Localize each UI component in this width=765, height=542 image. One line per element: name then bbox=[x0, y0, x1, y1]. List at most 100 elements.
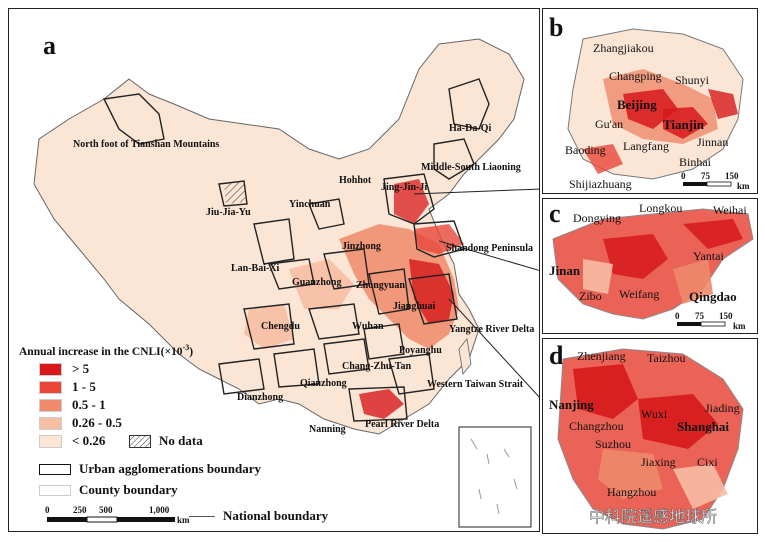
city-cixi: Cixi bbox=[697, 455, 718, 469]
legend-swatch-lt026 bbox=[39, 434, 62, 448]
city-zhenjiang: Zhenjiang bbox=[577, 349, 626, 363]
label-western-taiwan-strait: Western Taiwan Strait bbox=[427, 379, 524, 390]
legend-swatch-1-5 bbox=[39, 380, 62, 394]
panel-a: a bbox=[8, 8, 540, 532]
legend-class-lt026: < 0.26 bbox=[39, 433, 105, 449]
label-north-foot-tianshan: North foot of Tianshan Mountains bbox=[73, 139, 220, 150]
agglomeration-boundaries bbox=[102, 78, 490, 422]
label-chang-zhu-tan: Chang-Zhu-Tan bbox=[342, 361, 412, 372]
legend-swatch-026-05 bbox=[39, 416, 62, 430]
b-scale-0: 0 bbox=[681, 171, 686, 181]
city-dongying: Dongying bbox=[573, 211, 621, 225]
city-baoding: Baoding bbox=[565, 143, 606, 157]
label-guanzhong: Guanzhong bbox=[292, 277, 342, 288]
label-yinchuan: Yinchuan bbox=[289, 199, 331, 210]
city-changping: Changping bbox=[609, 69, 662, 83]
china-map bbox=[33, 38, 539, 528]
panel-d-letter: d bbox=[549, 341, 564, 370]
legend-class-1-5: 1 - 5 bbox=[39, 379, 96, 395]
city-jiading: Jiading bbox=[705, 401, 740, 415]
sichuan-cluster bbox=[244, 304, 294, 349]
label-chengdu: Chengdu bbox=[261, 321, 300, 332]
scale-tick-250: 250 bbox=[73, 505, 87, 515]
c-scale-75: 75 bbox=[695, 311, 704, 321]
label-yangtze-river-delta: Yangtze River Delta bbox=[449, 324, 535, 335]
scale-unit: km bbox=[177, 515, 190, 525]
city-jiaxing: Jiaxing bbox=[641, 455, 676, 469]
legend-urban-boundary: Urban agglomerations boundary bbox=[39, 461, 261, 477]
scale-tick-500: 500 bbox=[99, 505, 113, 515]
c-scale-unit: km bbox=[733, 321, 746, 331]
city-binhai: Binhai bbox=[679, 155, 711, 169]
city-yantai: Yantai bbox=[693, 249, 724, 263]
central-cluster bbox=[289, 259, 354, 309]
panel-c-letter: c bbox=[549, 199, 561, 228]
no-data-patch bbox=[224, 182, 245, 204]
city-shunyi: Shunyi bbox=[675, 73, 710, 87]
label-dianzhong: Dianzhong bbox=[237, 392, 284, 403]
label-zhongyuan: Zhongyuan bbox=[356, 280, 405, 291]
jingjinji-cluster bbox=[394, 179, 429, 224]
label-jinzhong: Jinzhong bbox=[342, 241, 381, 252]
label-lan-bai-xi: Lan-Bai-Xi bbox=[231, 263, 280, 274]
legend-county-boundary: County boundary bbox=[39, 482, 178, 498]
panel-d: d Zhenjiang Taizhou Nanjing Wuxi Jiading… bbox=[542, 338, 758, 534]
city-taizhou: Taizhou bbox=[647, 351, 686, 365]
legend-class-gt5: > 5 bbox=[39, 361, 89, 377]
panel-b-letter: b bbox=[549, 13, 564, 42]
watermark-text: 中科院遥感地球所 bbox=[589, 507, 718, 527]
city-zibo: Zibo bbox=[579, 289, 602, 303]
legend-national-boundary: National boundary bbox=[189, 508, 328, 524]
legend-no-data: No data bbox=[129, 433, 203, 449]
panel-c: c Dongying Longkou Weihai Yantai Jinan Z… bbox=[542, 198, 758, 334]
legend-title: Annual increase in the CNLI(×10-3) bbox=[19, 343, 194, 358]
scale-bar-main bbox=[47, 516, 175, 523]
label-qianzhong: Qianzhong bbox=[300, 378, 347, 389]
label-jing-jin-ji: Jing-Jin-Ji bbox=[381, 182, 428, 193]
shandong-cluster bbox=[414, 224, 464, 254]
city-jinan: Jinan bbox=[549, 263, 581, 278]
city-langfang: Langfang bbox=[623, 139, 669, 153]
city-weihai: Weihai bbox=[713, 203, 747, 217]
scale-tick-0: 0 bbox=[45, 505, 50, 515]
city-changzhou: Changzhou bbox=[569, 419, 624, 433]
label-jianghuai: Jianghuai bbox=[393, 301, 436, 312]
label-wuhan: Wuhan bbox=[352, 321, 384, 332]
city-weifang: Weifang bbox=[619, 287, 660, 301]
legend-class-026-05: 0.26 - 0.5 bbox=[39, 415, 122, 431]
legend-swatch-05-1 bbox=[39, 398, 62, 412]
city-wuxi: Wuxi bbox=[641, 407, 668, 421]
city-zhangjiakou: Zhangjiakou bbox=[593, 41, 654, 55]
city-nanjing: Nanjing bbox=[549, 397, 594, 412]
south-china-sea-inset bbox=[458, 426, 532, 528]
panel-b: b Zhangjiakou Changping Shunyi Beijing G… bbox=[542, 8, 758, 194]
b-scale-unit: km bbox=[737, 181, 750, 191]
legend-hatch-swatch bbox=[129, 434, 151, 448]
prd-cluster bbox=[359, 389, 404, 419]
panel-c-map bbox=[552, 208, 754, 327]
scale-tick-1000: 1,000 bbox=[149, 505, 170, 515]
c-scale-0: 0 bbox=[675, 311, 680, 321]
city-shijiazhuang: Shijiazhuang bbox=[569, 177, 632, 191]
label-poyanghu: Poyanghu bbox=[399, 345, 442, 356]
label-pearl-river-delta: Pearl River Delta bbox=[365, 419, 440, 430]
legend-class-05-1: 0.5 - 1 bbox=[39, 397, 106, 413]
c-scale-150: 150 bbox=[719, 311, 733, 321]
label-jiu-jia-yu: Jiu-Jia-Yu bbox=[206, 207, 251, 218]
b-scale-75: 75 bbox=[701, 171, 710, 181]
label-ha-da-qi: Ha-Da-Qi bbox=[449, 123, 492, 134]
inset-arrows bbox=[413, 188, 539, 398]
city-qingdao: Qingdao bbox=[689, 289, 737, 304]
panel-b-map bbox=[567, 28, 744, 187]
panel-a-letter: a bbox=[43, 31, 56, 60]
panel-d-map bbox=[557, 348, 744, 530]
legend-swatch-gt5 bbox=[39, 362, 62, 376]
city-beijing: Beijing bbox=[617, 97, 657, 112]
label-hohhot: Hohhot bbox=[339, 175, 372, 186]
city-shanghai: Shanghai bbox=[677, 419, 730, 434]
city-suzhou: Suzhou bbox=[595, 437, 631, 451]
label-shandong-peninsula: Shandong Peninsula bbox=[446, 243, 533, 254]
label-nanning: Nanning bbox=[309, 424, 346, 435]
b-scale-150: 150 bbox=[725, 171, 739, 181]
city-guan: Gu'an bbox=[595, 117, 624, 131]
